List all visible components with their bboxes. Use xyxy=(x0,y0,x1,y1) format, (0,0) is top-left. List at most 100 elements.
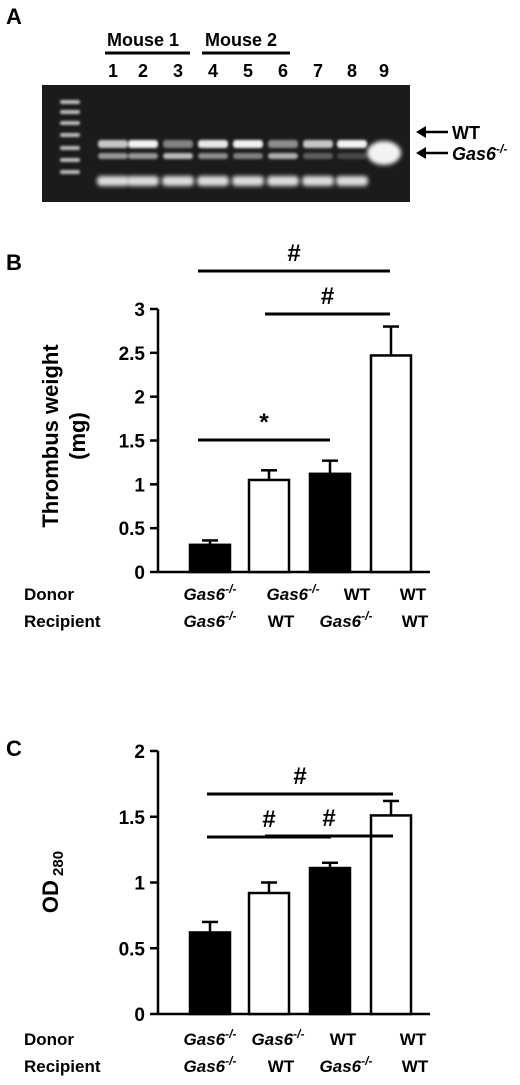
lane-number-9: 9 xyxy=(379,61,389,81)
significance-marker: # xyxy=(322,805,335,832)
gel-band-upper xyxy=(198,140,228,148)
ladder-band xyxy=(60,121,80,125)
y-tick-label: 0.5 xyxy=(119,519,146,540)
donor-label-1: Gas6-/- xyxy=(184,1027,237,1049)
gel-band-middle xyxy=(337,153,367,159)
gel-band-lower xyxy=(302,176,334,186)
gel-band-middle xyxy=(303,153,333,159)
panel-a-letter: A xyxy=(6,4,22,29)
recipient-row-label: Recipient xyxy=(24,1057,101,1076)
recipient-label-3: Gas6-/- xyxy=(320,609,373,631)
bar-1 xyxy=(188,931,232,1016)
gel-band-lower xyxy=(127,176,159,186)
gel-band-lower xyxy=(197,176,229,186)
lane-number-6: 6 xyxy=(278,61,288,81)
bar-2 xyxy=(247,891,291,1016)
significance-marker: # xyxy=(321,283,334,310)
donor-row-label: Donor xyxy=(24,1030,74,1049)
donor-row-label: Donor xyxy=(24,585,74,604)
panel-letter: C xyxy=(6,736,22,761)
lane-number-2: 2 xyxy=(138,61,148,81)
gel-band-upper xyxy=(337,140,367,148)
significance-marker: # xyxy=(262,806,275,833)
significance-marker: # xyxy=(293,763,306,790)
donor-label-2: Gas6-/- xyxy=(267,582,320,604)
gel-band-upper xyxy=(268,140,298,148)
donor-label-4: WT xyxy=(400,1030,427,1049)
gel-band-middle xyxy=(163,153,193,159)
y-tick-label: 2.5 xyxy=(119,344,146,365)
lane-number-5: 5 xyxy=(243,61,253,81)
recipient-label-4: WT xyxy=(402,612,429,631)
donor-label-1: Gas6-/- xyxy=(184,582,237,604)
donor-label-4: WT xyxy=(400,585,427,604)
panel-letter: B xyxy=(6,250,22,275)
bar-4 xyxy=(369,354,413,574)
ladder-band xyxy=(60,100,80,104)
gel-band-lower xyxy=(232,176,264,186)
gel-band-upper xyxy=(128,140,158,148)
significance-marker: # xyxy=(287,240,300,267)
panel-b-chart: B 0 0.5 1 1.5 2 2.5 3 Thrombus weight(mg) # # * Dono… xyxy=(6,240,430,631)
y-tick-label: 1 xyxy=(134,874,145,895)
y-tick-label: 1.5 xyxy=(119,808,146,829)
bar-2 xyxy=(247,478,291,574)
significance-marker: * xyxy=(259,409,269,436)
recipient-row-label: Recipient xyxy=(24,612,101,631)
gel-band-upper xyxy=(303,140,333,148)
bar-4 xyxy=(369,814,413,1016)
gas6-arrowhead-icon xyxy=(416,147,426,159)
gel-band-upper xyxy=(163,140,193,148)
ladder-band xyxy=(60,146,80,150)
gel-band-upper xyxy=(98,140,128,148)
ladder-band xyxy=(60,133,80,137)
y-axis-label: Thrombus weight(mg) xyxy=(38,344,90,528)
gel-band-middle xyxy=(198,153,228,159)
gel-band-middle xyxy=(98,153,128,159)
y-tick-label: 0 xyxy=(134,563,145,584)
lane-number-1: 1 xyxy=(108,61,118,81)
bar-3 xyxy=(308,472,352,574)
band-label-wt: WT xyxy=(452,123,480,143)
gel-band-lane-9 xyxy=(367,141,401,165)
gel-band-lower xyxy=(267,176,299,186)
recipient-label-4: WT xyxy=(402,1057,429,1076)
y-tick-label: 2 xyxy=(134,742,145,763)
donor-label-3: WT xyxy=(330,1030,357,1049)
donor-label-2: Gas6-/- xyxy=(252,1027,305,1049)
gel-band-lower xyxy=(336,176,368,186)
lane-number-8: 8 xyxy=(347,61,357,81)
lane-number-7: 7 xyxy=(313,61,323,81)
gel-band-lower xyxy=(162,176,194,186)
gel-band-middle xyxy=(128,153,158,159)
ladder-band xyxy=(60,170,80,174)
ladder-band xyxy=(60,110,80,114)
gel-bands xyxy=(60,100,401,186)
y-tick-label: 1 xyxy=(134,475,145,496)
lane-number-4: 4 xyxy=(208,61,218,81)
panel-c-chart: C 0 0.5 1 1.5 2 OD 280 # # # Donor Recipient Gas6-/-… xyxy=(6,736,430,1076)
gel-band-middle xyxy=(268,153,298,159)
recipient-label-2: WT xyxy=(268,1057,295,1076)
band-label-gas6: Gas6-/- xyxy=(452,142,507,164)
recipient-label-3: Gas6-/- xyxy=(320,1054,373,1076)
donor-label-3: WT xyxy=(344,585,371,604)
bar-1 xyxy=(188,543,232,574)
ladder-band xyxy=(60,158,80,162)
group-label-mouse-2: Mouse 2 xyxy=(205,30,277,50)
wt-arrowhead-icon xyxy=(416,126,426,138)
y-axis-label: OD 280 xyxy=(38,851,67,913)
recipient-label-1: Gas6-/- xyxy=(184,609,237,631)
y-tick-label: 0.5 xyxy=(119,939,146,960)
recipient-label-2: WT xyxy=(268,612,295,631)
y-tick-label: 0 xyxy=(134,1005,145,1026)
gel-band-upper xyxy=(233,140,263,148)
recipient-label-1: Gas6-/- xyxy=(184,1054,237,1076)
lane-number-3: 3 xyxy=(173,61,183,81)
group-label-mouse-1: Mouse 1 xyxy=(107,30,179,50)
gel-band-middle xyxy=(233,153,263,159)
y-tick-label: 1.5 xyxy=(119,432,146,453)
gel-band-lower xyxy=(97,176,129,186)
